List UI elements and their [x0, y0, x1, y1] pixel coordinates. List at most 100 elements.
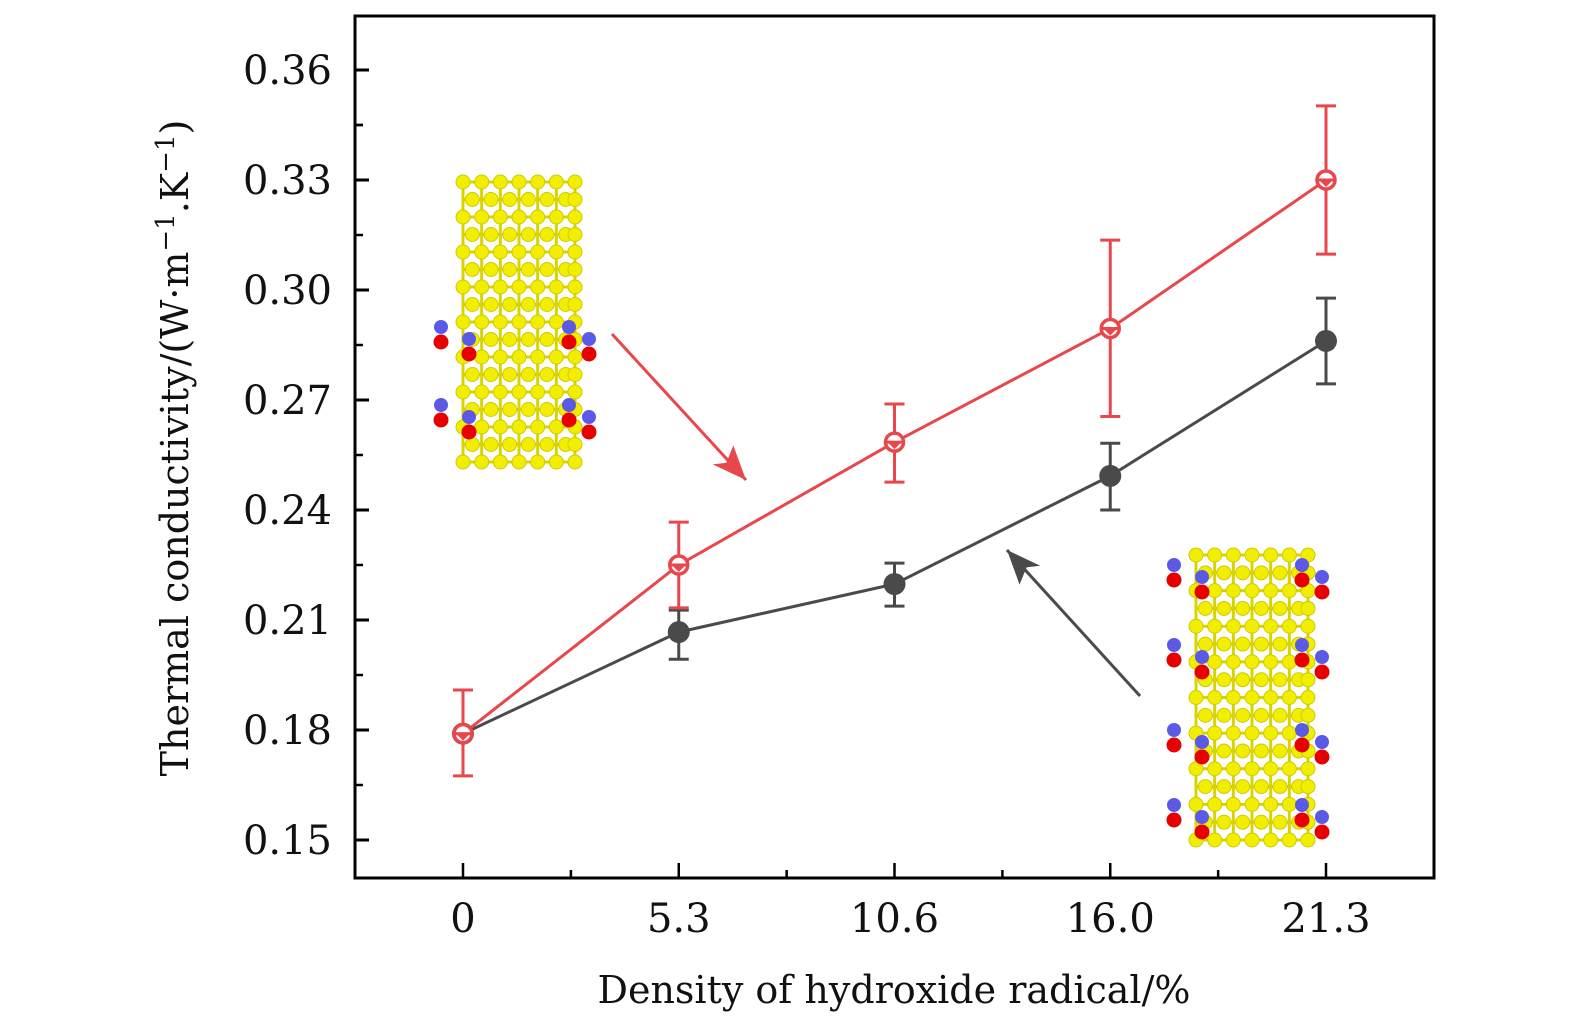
carbon-atom: [464, 262, 480, 277]
carbon-atom: [567, 209, 583, 225]
carbon-atom: [474, 349, 490, 365]
carbon-atom: [1300, 779, 1316, 795]
carbon-atom: [464, 437, 480, 452]
arrowhead: [1007, 550, 1041, 585]
carbon-atom: [1235, 672, 1251, 688]
data-point-wedge: [1320, 181, 1332, 187]
carbon-atom: [567, 297, 583, 312]
carbon-atom: [492, 209, 508, 225]
x-tick-label: 10.6: [850, 896, 939, 942]
carbon-atom: [1207, 832, 1223, 848]
oxygen-atom: [461, 346, 477, 362]
carbon-atom: [502, 227, 518, 242]
carbon-atom: [1207, 547, 1223, 563]
data-point-wedge: [672, 566, 685, 572]
carbon-atom: [1225, 832, 1241, 848]
hydrogen-atom: [562, 320, 576, 334]
carbon-atom: [1263, 618, 1279, 634]
carbon-atom: [1253, 636, 1269, 652]
carbon-atom: [1216, 814, 1232, 830]
carbon-atom: [502, 297, 518, 312]
carbon-atom: [1253, 743, 1269, 759]
carbon-atom: [1197, 600, 1213, 616]
carbon-atom: [492, 279, 508, 295]
hydrogen-atom: [582, 332, 596, 346]
hydrogen-atom: [1315, 570, 1329, 584]
oxygen-atom: [1166, 652, 1182, 668]
carbon-atom: [492, 314, 508, 330]
carbon-atom: [548, 209, 564, 225]
oxygen-atom: [1314, 824, 1330, 840]
carbon-atom: [474, 174, 490, 190]
carbon-atom: [567, 174, 583, 190]
y-tick-label: 0.15: [243, 818, 332, 864]
carbon-atom: [1244, 583, 1260, 599]
carbon-atom: [1225, 583, 1241, 599]
carbon-atom: [1263, 690, 1279, 705]
carbon-atom: [1253, 565, 1269, 581]
carbon-atom: [520, 297, 536, 312]
carbon-atom: [567, 227, 583, 242]
x-tick-label: 5.3: [647, 896, 711, 942]
carbon-atom: [520, 192, 536, 207]
carbon-atom: [1197, 707, 1213, 723]
data-point-wedge: [1104, 329, 1117, 336]
carbon-atom: [1235, 743, 1251, 759]
y-axis-title-end: ): [153, 120, 197, 135]
carbon-atom: [1216, 707, 1232, 723]
carbon-atom: [539, 367, 555, 382]
hydrogen-atom: [1295, 798, 1309, 812]
carbon-atom: [1216, 565, 1232, 581]
oxygen-atom: [1294, 652, 1310, 668]
y-tick-label: 0.24: [243, 488, 332, 534]
carbon-atom: [1197, 779, 1213, 795]
carbon-atom: [1207, 654, 1223, 670]
oxygen-atom: [1294, 572, 1310, 588]
oxygen-atom: [1194, 824, 1210, 840]
y-tick-label: 0.21: [243, 598, 332, 644]
carbon-atom: [502, 437, 518, 452]
carbon-atom: [1253, 600, 1269, 616]
carbon-atom: [520, 402, 536, 417]
carbon-atom: [530, 419, 546, 435]
oxygen-atom: [581, 424, 597, 440]
carbon-atom: [1188, 690, 1204, 705]
hydrogen-atom: [1295, 558, 1309, 572]
carbon-atom: [548, 454, 564, 470]
carbon-atom: [530, 349, 546, 365]
carbon-atom: [1235, 814, 1251, 830]
y-axis-title: Thermal conductivity/(W·m−1.K−1): [151, 120, 197, 777]
y-tick-label: 0.18: [243, 708, 332, 754]
x-axis-title: Density of hydroxide radical/%: [597, 968, 1190, 1012]
carbon-atom: [1263, 796, 1279, 812]
series-red: [452, 104, 1337, 778]
carbon-atom: [511, 314, 527, 330]
carbon-atom: [455, 314, 471, 330]
carbon-atom: [455, 454, 471, 470]
carbon-atom: [1263, 761, 1279, 777]
data-point-wedge: [457, 734, 469, 741]
carbon-atom: [1272, 636, 1288, 652]
oxygen-atom: [1166, 812, 1182, 828]
oxygen-atom: [1166, 737, 1182, 753]
y-axis-title-mid: .K: [153, 172, 197, 213]
carbon-atom: [1235, 779, 1251, 795]
insets: [433, 174, 1330, 848]
carbon-atom: [520, 437, 536, 452]
carbon-atom: [1207, 761, 1223, 777]
carbon-atom: [1235, 600, 1251, 616]
carbon-atom: [567, 437, 583, 452]
carbon-atom: [464, 367, 480, 382]
hydrogen-atom: [1195, 735, 1209, 749]
y-axis-title-sup2: −1: [151, 135, 181, 173]
arrow-shaft: [1005, 548, 1142, 698]
hydrogen-atom: [1167, 638, 1181, 652]
carbon-atom: [1272, 779, 1288, 795]
carbon-atom: [520, 262, 536, 277]
carbon-atom: [455, 384, 471, 400]
carbon-atom: [548, 174, 564, 190]
carbon-atom: [548, 314, 564, 330]
carbon-atom: [455, 279, 471, 295]
carbon-atom: [1300, 672, 1316, 688]
carbon-atom: [1253, 672, 1269, 688]
